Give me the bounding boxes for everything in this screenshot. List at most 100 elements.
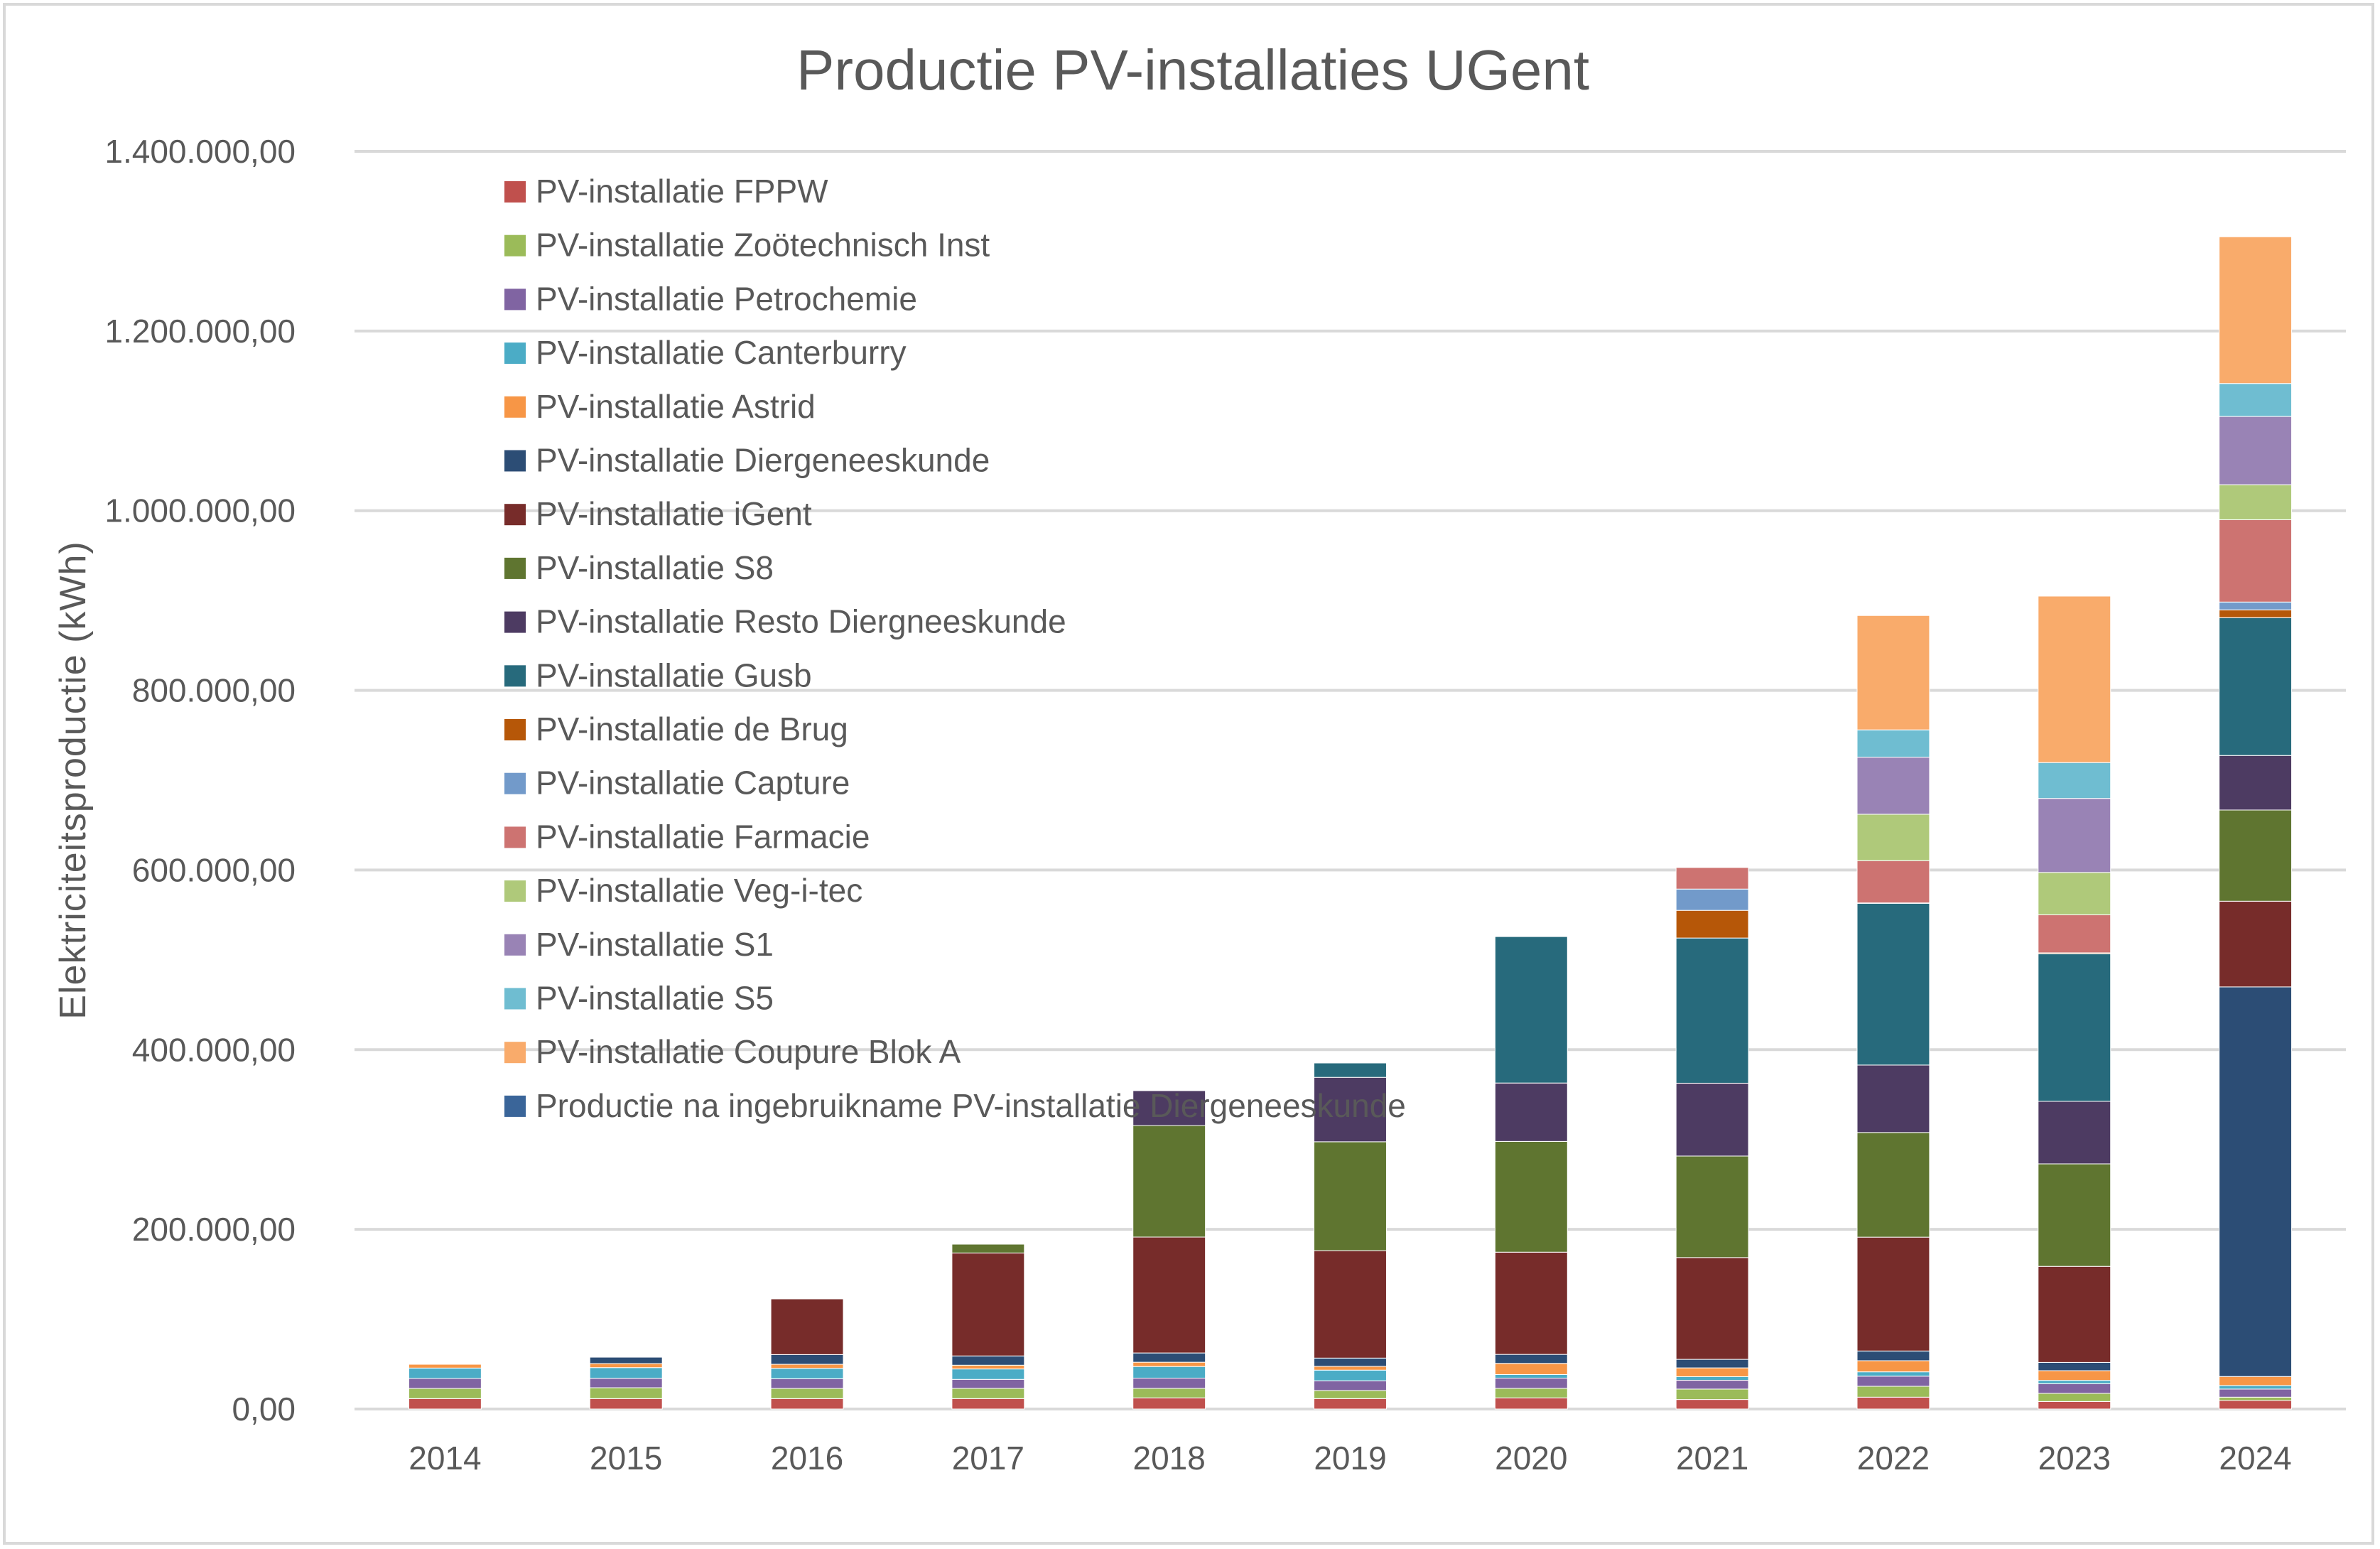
bar-segment bbox=[2038, 1361, 2111, 1371]
bar-segment bbox=[2219, 809, 2293, 902]
bar-segment bbox=[770, 1364, 844, 1369]
bar-segment bbox=[951, 1388, 1025, 1399]
legend-item: PV-installatie Diergeneeskunde bbox=[504, 442, 990, 479]
legend-label: PV-installatie Resto Diergneeskunde bbox=[536, 603, 1066, 640]
x-tick-label: 2023 bbox=[2038, 1440, 2111, 1477]
bar-segment bbox=[2219, 617, 2293, 756]
legend-item: PV-installatie Capture bbox=[504, 765, 850, 802]
legend-label: PV-installatie Gusb bbox=[536, 657, 812, 693]
bar-stack-2019 bbox=[1314, 1062, 1387, 1410]
bar-segment bbox=[589, 1398, 663, 1410]
y-axis-label: Elektriciteitsproductie (kWh) bbox=[53, 541, 94, 1019]
bar-segment bbox=[2038, 1163, 2111, 1267]
legend-label: PV-installatie Canterburry bbox=[536, 334, 907, 371]
y-tick-label: 0,00 bbox=[232, 1391, 296, 1427]
bar-segment bbox=[951, 1355, 1025, 1366]
bar-segment bbox=[2038, 872, 2111, 916]
legend-label: PV-installatie FPPW bbox=[536, 173, 828, 210]
y-tick-label: 1.400.000,00 bbox=[104, 133, 296, 170]
bar-segment bbox=[770, 1378, 844, 1389]
bar-segment bbox=[1314, 1076, 1387, 1143]
bar-segment bbox=[1675, 1376, 1749, 1381]
legend-swatch bbox=[504, 288, 526, 311]
legend: PV-installatie FPPW PV-installatie Zoötec… bbox=[504, 173, 1406, 1124]
bar-segment bbox=[1314, 1250, 1387, 1359]
bar-segment bbox=[951, 1378, 1025, 1389]
bar-segment bbox=[1675, 888, 1749, 911]
bar-segment bbox=[1856, 1132, 1930, 1238]
y-tick-label: 400.000,00 bbox=[132, 1031, 296, 1068]
bar-segment bbox=[1494, 1251, 1568, 1355]
legend-swatch bbox=[504, 719, 526, 740]
y-tick-label: 200.000,00 bbox=[132, 1211, 296, 1248]
bar-stack-2023 bbox=[2038, 595, 2111, 1410]
legend-label: Productie na ingebruikname PV-installati… bbox=[536, 1087, 1406, 1124]
bar-segment bbox=[1132, 1388, 1206, 1398]
legend-swatch bbox=[504, 396, 526, 418]
bar-segment bbox=[589, 1378, 663, 1388]
bar-segment bbox=[770, 1368, 844, 1379]
bar-segment bbox=[1856, 729, 1930, 758]
x-tick-label: 2021 bbox=[1676, 1440, 1748, 1477]
x-tick-label: 2016 bbox=[771, 1440, 843, 1477]
legend-label: PV-installatie S5 bbox=[536, 980, 774, 1017]
bar-segment bbox=[1856, 1064, 1930, 1133]
bar-segment bbox=[2219, 236, 2293, 384]
legend-label: PV-installatie de Brug bbox=[536, 711, 848, 747]
bar-segment bbox=[1314, 1141, 1387, 1251]
bar-segment bbox=[1314, 1398, 1387, 1410]
x-tick-label: 2019 bbox=[1314, 1440, 1386, 1477]
bar-segment bbox=[589, 1387, 663, 1399]
bar-segment bbox=[2219, 1376, 2293, 1386]
legend-label: PV-installatie Astrid bbox=[536, 388, 816, 425]
bar-segment bbox=[2219, 609, 2293, 618]
chart-svg: Productie PV-installaties UGent 0,00 200.… bbox=[53, 38, 2346, 1477]
bar-segment bbox=[1132, 1366, 1206, 1379]
chart-title: Productie PV-installaties UGent bbox=[796, 38, 1589, 102]
bar-segment bbox=[1675, 1380, 1749, 1390]
legend-swatch bbox=[504, 1095, 526, 1117]
bar-segment bbox=[2038, 1383, 2111, 1394]
bar-segment bbox=[2219, 383, 2293, 417]
bar-segment bbox=[1314, 1357, 1387, 1367]
bar-segment bbox=[2219, 1388, 2293, 1398]
x-tick-label: 2014 bbox=[409, 1440, 481, 1477]
legend-label: PV-installatie S8 bbox=[536, 549, 774, 586]
legend-label: PV-installatie Capture bbox=[536, 765, 850, 802]
bar-segment bbox=[408, 1378, 482, 1389]
bars bbox=[408, 236, 2293, 1410]
bar-segment bbox=[1132, 1397, 1206, 1410]
bar-segment bbox=[951, 1369, 1025, 1380]
bar-segment bbox=[1675, 1367, 1749, 1377]
bar-segment bbox=[1314, 1062, 1387, 1078]
legend-item: PV-installatie S1 bbox=[504, 926, 774, 963]
legend-label: PV-installatie Veg-i-tec bbox=[536, 872, 862, 909]
bar-segment bbox=[2219, 1396, 2293, 1401]
legend-swatch bbox=[504, 234, 526, 257]
legend-label: PV-installatie iGent bbox=[536, 495, 812, 532]
bar-segment bbox=[2038, 953, 2111, 1102]
bar-segment bbox=[770, 1398, 844, 1410]
bar-segment bbox=[1494, 1388, 1568, 1398]
bar-segment bbox=[2219, 416, 2293, 485]
bar-segment bbox=[408, 1398, 482, 1410]
x-tick-label: 2024 bbox=[2219, 1440, 2291, 1477]
x-tick-label: 2017 bbox=[952, 1440, 1024, 1477]
bar-segment bbox=[2219, 601, 2293, 610]
legend-swatch bbox=[504, 557, 526, 579]
bar-segment bbox=[2219, 986, 2293, 1377]
bar-segment bbox=[1314, 1390, 1387, 1399]
bar-segment bbox=[2038, 762, 2111, 799]
bar-segment bbox=[1675, 1082, 1749, 1157]
bar-segment bbox=[1314, 1366, 1387, 1371]
legend-swatch bbox=[504, 934, 526, 956]
bar-segment bbox=[589, 1363, 663, 1369]
legend-item: PV-installatie S8 bbox=[504, 549, 774, 586]
bar-segment bbox=[1675, 937, 1749, 1084]
bar-stack-2024 bbox=[2219, 236, 2293, 1410]
bar-segment bbox=[1856, 1350, 1930, 1361]
bar-segment bbox=[2219, 900, 2293, 988]
bar-segment bbox=[951, 1243, 1025, 1253]
bar-segment bbox=[1494, 936, 1568, 1084]
bar-segment bbox=[589, 1356, 663, 1364]
